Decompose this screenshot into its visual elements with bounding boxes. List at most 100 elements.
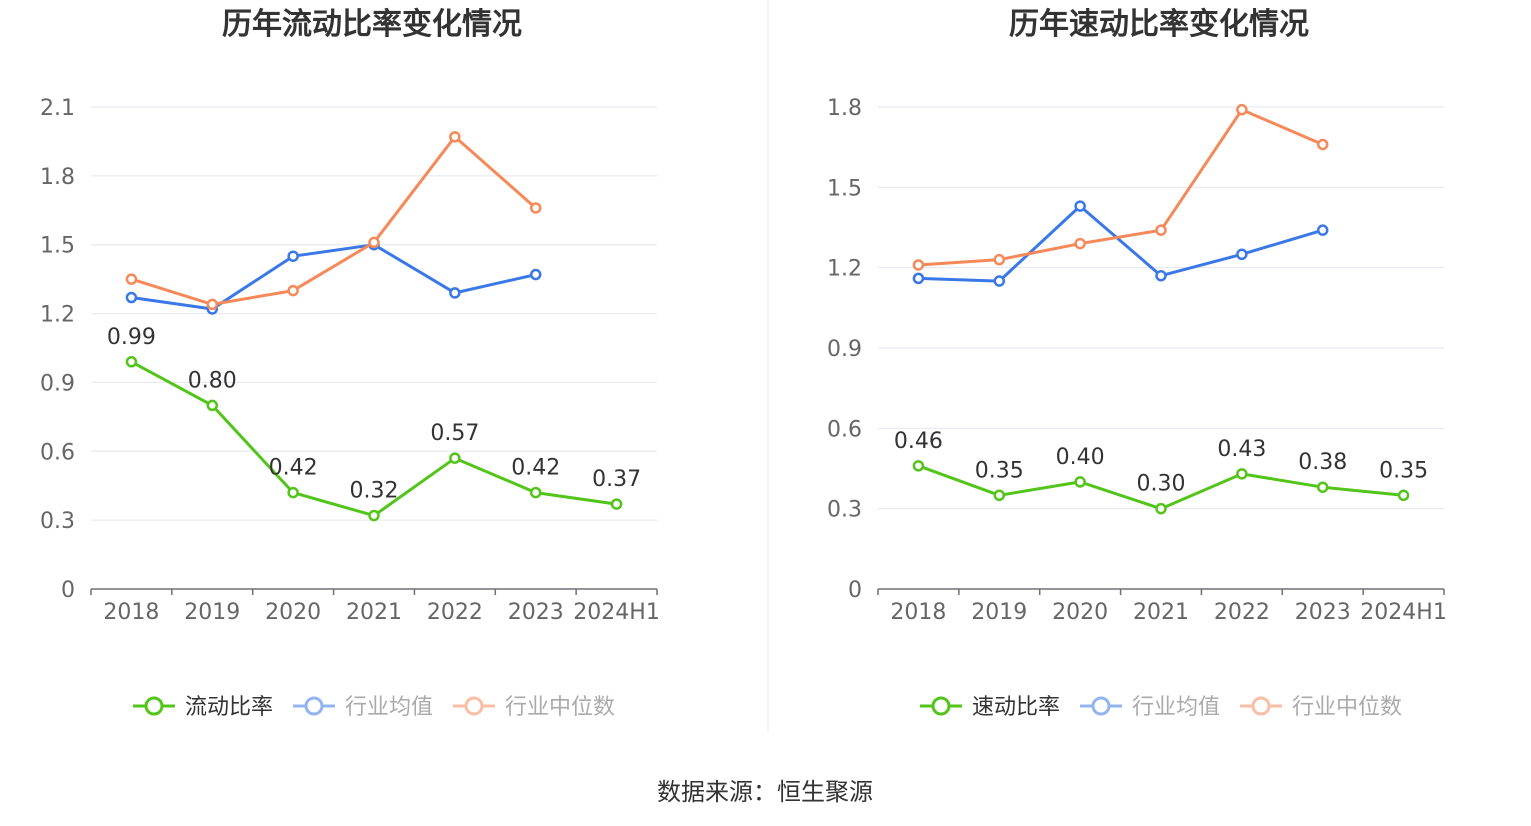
y-tick-label: 0.6: [827, 417, 862, 442]
legend-label: 行业均值: [1132, 695, 1220, 720]
data-point[interactable]: [125, 356, 138, 368]
data-point[interactable]: [287, 486, 299, 499]
data-point[interactable]: [1397, 489, 1410, 502]
data-label: 0.80: [188, 368, 237, 393]
data-point[interactable]: [1236, 468, 1248, 480]
data-point[interactable]: [368, 236, 380, 249]
legend-marker: [931, 696, 951, 716]
x-tick-label: 2023: [508, 600, 564, 625]
legend-item[interactable]: 行业均值: [1080, 695, 1220, 720]
y-tick-label: 0: [61, 578, 75, 603]
legend-marker: [304, 696, 324, 716]
legend-item[interactable]: 行业中位数: [453, 695, 615, 720]
x-tick-label: 2022: [1214, 600, 1270, 625]
y-tick-label: 0.3: [40, 509, 75, 534]
legend-label: 行业中位数: [1292, 695, 1402, 720]
data-point[interactable]: [1316, 138, 1329, 151]
y-tick-label: 1.8: [40, 165, 75, 190]
x-tick-label: 2018: [103, 600, 159, 625]
data-point[interactable]: [1316, 481, 1329, 493]
data-point[interactable]: [287, 250, 299, 262]
data-label: 0.46: [894, 429, 943, 454]
data-point[interactable]: [610, 498, 623, 510]
legend-label: 行业均值: [345, 695, 433, 720]
x-tick-label: 2019: [971, 600, 1027, 625]
data-label: 0.42: [511, 456, 560, 481]
data-label: 0.35: [975, 458, 1024, 483]
data-point[interactable]: [287, 284, 299, 297]
y-tick-label: 1.5: [40, 234, 75, 259]
data-point[interactable]: [993, 489, 1006, 502]
y-tick-label: 1.5: [827, 176, 862, 201]
data-point[interactable]: [529, 486, 542, 499]
data-label: 0.43: [1217, 437, 1266, 462]
data-point[interactable]: [1155, 224, 1167, 236]
data-point[interactable]: [1074, 237, 1086, 250]
legend-label: 速动比率: [972, 695, 1060, 720]
y-tick-label: 1.2: [827, 257, 862, 282]
series-line: [918, 204, 1324, 283]
y-tick-label: 1.8: [827, 96, 862, 121]
data-point[interactable]: [1155, 502, 1167, 515]
x-tick-label: 2020: [1052, 600, 1108, 625]
x-tick-label: 2020: [265, 600, 321, 625]
legend-label: 流动比率: [185, 695, 273, 720]
data-point[interactable]: [1155, 269, 1167, 282]
data-point[interactable]: [912, 272, 925, 285]
data-point[interactable]: [1074, 476, 1086, 488]
x-tick-label: 2019: [184, 600, 240, 625]
y-tick-label: 0.9: [40, 371, 75, 396]
y-tick-label: 1.2: [40, 303, 75, 328]
legend-marker: [1091, 696, 1111, 716]
data-point[interactable]: [449, 131, 461, 143]
legend-marker: [464, 696, 484, 716]
data-point[interactable]: [1236, 248, 1248, 261]
series-line: [130, 135, 537, 306]
data-point[interactable]: [125, 291, 138, 304]
legend-item[interactable]: 速动比率: [920, 695, 1060, 720]
legend-marker: [144, 696, 164, 716]
y-tick-label: 0: [848, 578, 862, 603]
chart-title: 历年速动比率变化情况: [1009, 7, 1309, 42]
y-tick-label: 0.9: [827, 337, 862, 362]
x-tick-label: 2023: [1295, 600, 1351, 625]
data-point[interactable]: [529, 202, 542, 214]
data-label: 0.57: [430, 421, 479, 446]
legend-item[interactable]: 行业中位数: [1240, 695, 1402, 720]
data-point[interactable]: [529, 268, 542, 281]
data-point[interactable]: [912, 259, 925, 271]
data-point[interactable]: [993, 275, 1006, 287]
data-point[interactable]: [449, 287, 461, 299]
data-point[interactable]: [912, 460, 925, 472]
x-tick-label: 2024H1: [573, 600, 660, 625]
data-label: 0.32: [350, 479, 399, 504]
legend-item[interactable]: 流动比率: [133, 695, 273, 720]
data-label: 0.38: [1298, 450, 1347, 475]
legend-item[interactable]: 行业均值: [293, 695, 433, 720]
current-ratio-chart: 历年流动比率变化情况 0 0.3 0.6 0.9 1.2 1.5 1.8 2.1 2018 2019…: [40, 7, 660, 720]
quick-ratio-chart: 历年速动比率变化情况 0 0.3 0.6 0.9 1.2 1.5 1.8 2018 2019 202…: [827, 7, 1447, 720]
data-point[interactable]: [1074, 200, 1086, 212]
x-tick-label: 2021: [346, 600, 402, 625]
x-tick-label: 2022: [427, 600, 483, 625]
data-point[interactable]: [1236, 103, 1248, 116]
data-point[interactable]: [449, 452, 461, 464]
data-label: 0.40: [1056, 445, 1105, 470]
data-point[interactable]: [206, 399, 219, 412]
data-point[interactable]: [993, 253, 1006, 266]
x-tick-label: 2018: [890, 600, 946, 625]
data-label: 0.37: [592, 467, 641, 492]
source-note: 数据来源：恒生聚源: [657, 778, 873, 806]
y-tick-label: 0.3: [827, 498, 862, 523]
series-line: [918, 108, 1324, 267]
x-tick-label: 2021: [1133, 600, 1189, 625]
data-point[interactable]: [368, 509, 380, 522]
data-label: 0.30: [1137, 472, 1186, 497]
legend-label: 行业中位数: [505, 695, 615, 720]
data-label: 0.42: [269, 456, 318, 481]
data-label: 0.99: [107, 325, 156, 350]
data-point[interactable]: [125, 273, 138, 285]
chart-title: 历年流动比率变化情况: [222, 7, 522, 42]
data-point[interactable]: [1316, 224, 1329, 236]
data-point[interactable]: [206, 298, 219, 311]
